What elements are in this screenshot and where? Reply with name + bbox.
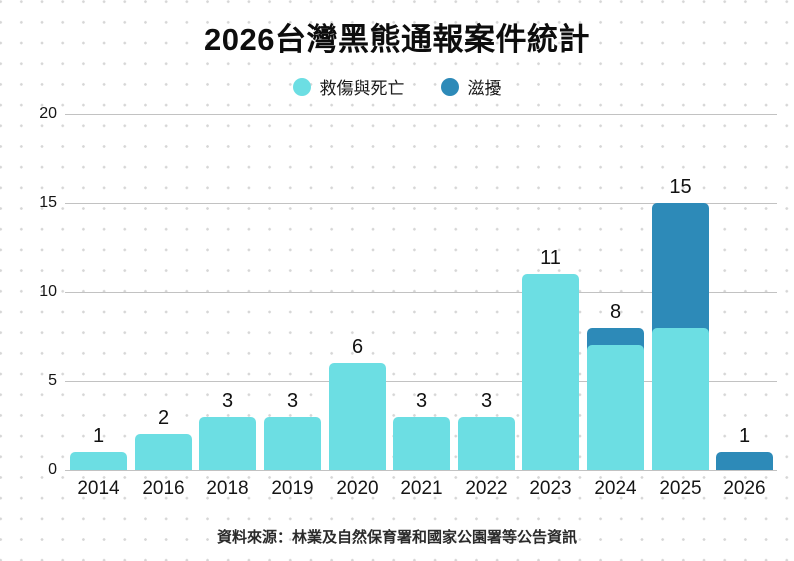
gridline-y-0: [65, 470, 777, 471]
bar-value-label-2018: 3: [221, 389, 234, 412]
legend-swatch-circle-icon: [292, 77, 311, 96]
x-axis-tick-label-2025: 2025: [659, 478, 702, 499]
x-axis-tick-label-2023: 2023: [529, 478, 572, 499]
bar-value-label-2025: 15: [669, 176, 692, 198]
legend-item-0[interactable]: 救傷與死亡: [292, 74, 405, 99]
gridline-y-20: [65, 114, 777, 115]
x-axis-tick-label-2016: 2016: [142, 478, 185, 499]
bar-value-label-2016: 2: [157, 407, 170, 430]
gridline-y-5: [65, 381, 777, 382]
bar-value-label-2020: 6: [351, 336, 364, 359]
x-axis-tick-label-2018: 2018: [206, 478, 249, 499]
y-axis-tick-label: 5: [48, 372, 57, 389]
gridline-y-10: [65, 292, 777, 293]
bar-value-label-2022: 3: [480, 389, 493, 412]
legend-item-1[interactable]: 滋擾: [440, 74, 502, 99]
bar-segment-rescue-2024: [587, 345, 644, 470]
source-note: 資料來源：林業及自然保育署和國家公園署等公告資訊: [216, 529, 577, 546]
bar-segment-nuisance-2026: [716, 452, 773, 470]
y-axis-tick-label: 15: [39, 194, 57, 211]
gridline-y-15: [65, 203, 777, 204]
bar-segment-rescue-2021: [393, 416, 450, 470]
x-axis-tick-label-2020: 2020: [336, 478, 379, 499]
bar-segment-nuisance-2025: [652, 203, 709, 334]
bar-segment-rescue-2019: [264, 416, 321, 470]
bar-segment-rescue-2020: [329, 363, 386, 470]
x-axis-tick-label-2022: 2022: [465, 478, 508, 499]
legend-label: 滋擾: [467, 79, 502, 98]
bar-segment-rescue-2025: [652, 327, 709, 470]
x-axis-tick-label-2019: 2019: [271, 478, 314, 499]
bar-value-label-2026: 1: [738, 425, 751, 448]
legend: 救傷與死亡 滋擾: [0, 74, 794, 99]
bar-segment-rescue-2023: [522, 274, 579, 470]
bar-value-label-2021: 3: [415, 389, 428, 412]
x-axis-tick-label-2014: 2014: [77, 478, 120, 499]
legend-swatch-circle-icon: [440, 77, 459, 96]
x-axis-tick-label-2026: 2026: [723, 478, 766, 499]
bar-value-label-2014: 1: [92, 425, 105, 448]
x-axis-tick-label-2021: 2021: [400, 478, 443, 499]
y-axis-tick-label: 20: [39, 105, 57, 122]
bar-value-label-2023: 11: [540, 247, 561, 270]
bar-segment-rescue-2014: [70, 452, 127, 470]
legend-label: 救傷與死亡: [319, 79, 405, 98]
x-axis-tick-label-2024: 2024: [594, 478, 637, 499]
bar-value-label-2019: 3: [286, 389, 299, 412]
bar-segment-rescue-2016: [135, 434, 192, 470]
chart-title: 2026台灣黑熊通報案件統計: [204, 22, 590, 57]
bar-segment-rescue-2022: [458, 416, 515, 470]
bar-value-label-2024: 8: [609, 300, 622, 323]
y-axis-tick-label: 0: [48, 461, 57, 478]
bar-segment-rescue-2018: [199, 416, 256, 470]
y-axis-tick-label: 10: [39, 283, 57, 300]
